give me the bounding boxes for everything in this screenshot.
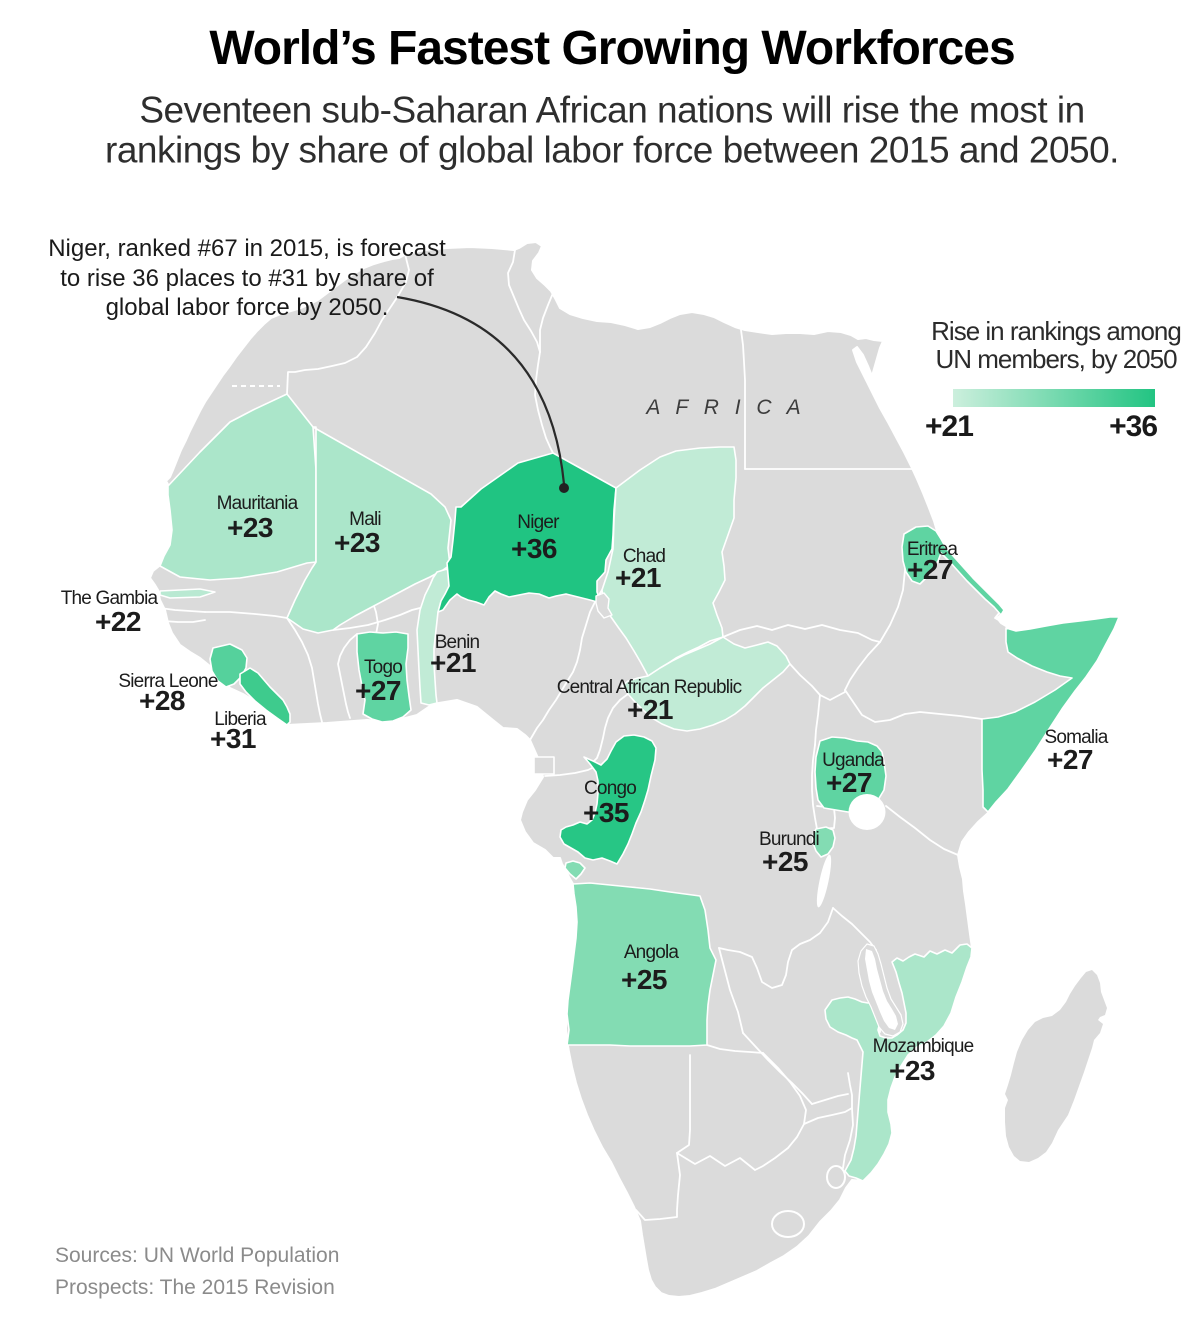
svg-text:A F R I C A: A F R I C A	[644, 396, 805, 419]
svg-text:Mali: Mali	[349, 509, 381, 530]
svg-text:Congo: Congo	[584, 778, 636, 799]
svg-text:Chad: Chad	[623, 546, 665, 567]
svg-text:Somalia: Somalia	[1044, 727, 1108, 748]
svg-text:Liberia: Liberia	[214, 709, 267, 730]
svg-text:Central African Republic: Central African Republic	[557, 677, 742, 698]
svg-text:+27: +27	[355, 675, 401, 706]
svg-text:Togo: Togo	[364, 657, 402, 678]
svg-text:+23: +23	[889, 1055, 935, 1086]
svg-text:Sierra Leone: Sierra Leone	[118, 671, 217, 692]
svg-text:+27: +27	[826, 767, 872, 798]
svg-text:Angola: Angola	[624, 942, 680, 963]
svg-text:Seventeen sub-Saharan African: Seventeen sub-Saharan African nations wi…	[139, 90, 1084, 131]
svg-text:Mozambique: Mozambique	[873, 1036, 974, 1057]
svg-text:+21: +21	[430, 647, 476, 678]
svg-text:The Gambia: The Gambia	[61, 588, 159, 609]
svg-text:+21: +21	[627, 694, 673, 725]
svg-text:Rise in rankings among: Rise in rankings among	[931, 316, 1181, 346]
svg-text:Prospects: The 2015 Revision: Prospects: The 2015 Revision	[55, 1276, 335, 1299]
svg-text:Uganda: Uganda	[822, 750, 885, 771]
svg-text:Benin: Benin	[435, 632, 480, 653]
svg-text:+27: +27	[907, 554, 953, 585]
svg-text:+21: +21	[615, 562, 661, 593]
svg-text:UN members, by 2050: UN members, by 2050	[935, 344, 1177, 374]
svg-text:rankings by share of global la: rankings by share of global labor force …	[105, 130, 1119, 171]
svg-text:global labor force by 2050.: global labor force by 2050.	[106, 294, 389, 321]
svg-text:to rise 36 places to #31 by sh: to rise 36 places to #31 by share of	[60, 265, 434, 292]
svg-text:Mauritania: Mauritania	[217, 493, 299, 514]
svg-text:Sources: UN World Population: Sources: UN World Population	[55, 1244, 339, 1267]
svg-text:Eritrea: Eritrea	[907, 539, 959, 560]
svg-text:Burundi: Burundi	[759, 829, 819, 850]
svg-text:+21: +21	[925, 410, 973, 443]
svg-text:+25: +25	[621, 964, 667, 995]
svg-text:+36: +36	[1109, 410, 1157, 443]
svg-text:+31: +31	[210, 723, 256, 754]
svg-text:+23: +23	[227, 512, 273, 543]
svg-text:+27: +27	[1047, 744, 1093, 775]
svg-text:+35: +35	[583, 797, 629, 828]
svg-text:+22: +22	[95, 606, 141, 637]
svg-text:Niger, ranked #67 in 2015, is: Niger, ranked #67 in 2015, is forecast	[48, 235, 446, 262]
svg-text:+28: +28	[139, 685, 185, 716]
svg-text:+36: +36	[511, 533, 557, 564]
svg-text:+23: +23	[334, 527, 380, 558]
svg-text:World’s Fastest Growing Workfo: World’s Fastest Growing Workforces	[209, 22, 1014, 75]
svg-text:Niger: Niger	[517, 512, 560, 533]
svg-text:+25: +25	[762, 846, 808, 877]
